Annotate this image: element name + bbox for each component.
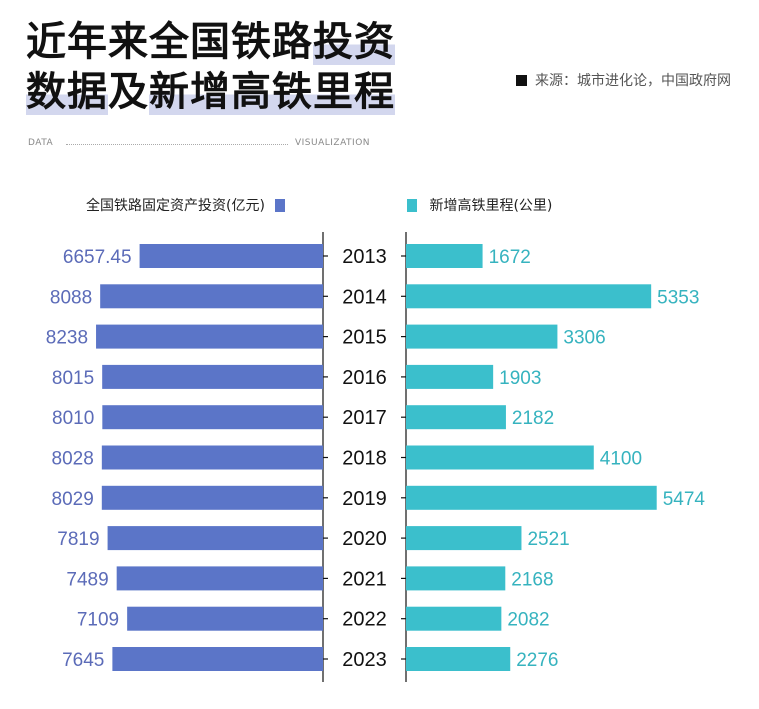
year-label: 2020 bbox=[342, 528, 387, 550]
mileage-value-label: 1903 bbox=[499, 368, 541, 389]
year-label: 2022 bbox=[342, 609, 387, 631]
mileage-bar bbox=[406, 647, 511, 671]
legend-swatch bbox=[407, 199, 417, 212]
title-highlight: 新增高铁里程 bbox=[149, 69, 395, 115]
mileage-bar bbox=[406, 364, 494, 389]
dotted-divider bbox=[66, 144, 288, 145]
legend-investment: 全国铁路固定资产投资(亿元) bbox=[86, 195, 286, 215]
mileage-bar bbox=[406, 606, 502, 631]
investment-bar bbox=[102, 405, 324, 430]
year-label: 2016 bbox=[342, 367, 387, 389]
investment-value-label: 8028 bbox=[52, 449, 94, 470]
investment-bar bbox=[96, 324, 324, 349]
mileage-value-label: 2276 bbox=[516, 650, 558, 671]
investment-value-label: 6657.45 bbox=[63, 247, 132, 268]
legend-label: 全国铁路固定资产投资(亿元) bbox=[86, 198, 265, 214]
mileage-bar bbox=[406, 244, 483, 268]
investment-value-label: 8010 bbox=[52, 408, 94, 429]
year-label: 2017 bbox=[342, 407, 387, 429]
mileage-value-label: 2082 bbox=[507, 610, 549, 631]
mileage-value-label: 1672 bbox=[489, 247, 531, 268]
mileage-value-label: 5353 bbox=[657, 287, 699, 308]
mileage-bar bbox=[406, 445, 594, 470]
mileage-value-label: 2521 bbox=[527, 529, 569, 550]
title-text: 近年来全国铁路 bbox=[26, 19, 313, 65]
investment-value-label: 7645 bbox=[62, 650, 104, 671]
legend-mileage: 新增高铁里程(公里) bbox=[407, 195, 552, 215]
tag-visualization: VISUALIZATION bbox=[295, 138, 371, 148]
mileage-bar bbox=[406, 405, 506, 430]
investment-bar bbox=[100, 284, 323, 309]
year-label: 2018 bbox=[342, 448, 387, 470]
mileage-bar bbox=[406, 566, 506, 591]
mileage-bar bbox=[406, 324, 558, 349]
mileage-value-label: 5474 bbox=[663, 489, 706, 510]
investment-bar bbox=[139, 244, 323, 268]
tag-data: DATA bbox=[28, 138, 54, 148]
mileage-bar bbox=[406, 526, 522, 551]
title-text: 及 bbox=[108, 69, 149, 115]
source-note: 来源：城市进化论，中国政府网 bbox=[516, 70, 751, 92]
mileage-value-label: 2182 bbox=[512, 408, 554, 429]
mileage-value-label: 2168 bbox=[511, 569, 553, 590]
investment-bar bbox=[116, 566, 324, 591]
year-label: 2014 bbox=[342, 286, 387, 308]
title-highlight: 数据 bbox=[26, 69, 108, 115]
legend-swatch bbox=[275, 199, 286, 212]
mileage-value-label: 3306 bbox=[563, 328, 605, 349]
investment-value-label: 7109 bbox=[77, 610, 119, 631]
title-line-1: 近年来全国铁路投资 bbox=[26, 18, 395, 66]
investment-value-label: 8015 bbox=[52, 368, 94, 389]
investment-bar bbox=[127, 606, 323, 631]
investment-value-label: 7489 bbox=[66, 569, 108, 590]
year-label: 2021 bbox=[342, 568, 387, 590]
investment-value-label: 8238 bbox=[46, 328, 88, 349]
investment-bar bbox=[101, 485, 323, 510]
title-highlight: 投资 bbox=[313, 19, 395, 65]
investment-value-label: 8088 bbox=[50, 287, 92, 308]
mileage-bar bbox=[406, 284, 652, 309]
year-label: 2023 bbox=[342, 649, 387, 671]
investment-value-label: 7819 bbox=[57, 529, 99, 550]
source-text: 来源：城市进化论，中国政府网 bbox=[535, 73, 731, 89]
year-label: 2015 bbox=[342, 327, 387, 349]
year-label: 2019 bbox=[342, 488, 387, 510]
year-label: 2013 bbox=[342, 246, 387, 268]
investment-value-label: 8029 bbox=[52, 489, 94, 510]
title-line-2: 数据及新增高铁里程 bbox=[26, 68, 395, 116]
legend-label: 新增高铁里程(公里) bbox=[429, 198, 553, 214]
square-bullet-icon bbox=[516, 75, 527, 86]
investment-bar bbox=[101, 445, 323, 470]
mileage-bar bbox=[406, 485, 657, 510]
investment-bar bbox=[107, 526, 323, 551]
investment-bar bbox=[112, 647, 323, 671]
mileage-value-label: 4100 bbox=[600, 449, 642, 470]
investment-bar bbox=[102, 364, 323, 389]
